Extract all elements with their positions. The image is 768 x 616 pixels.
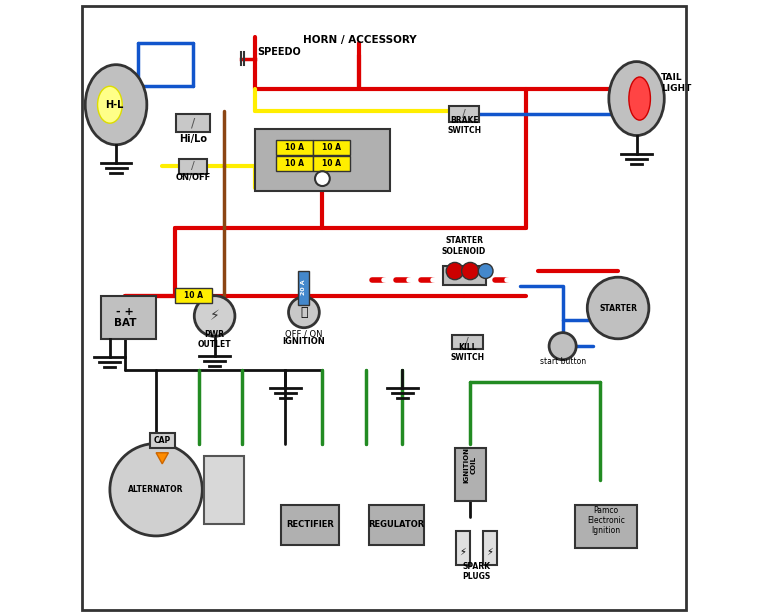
FancyBboxPatch shape [452,335,482,349]
Text: CAP: CAP [154,436,170,445]
Text: Pamco
Electronic
Ignition: Pamco Electronic Ignition [587,506,624,535]
FancyBboxPatch shape [369,505,424,545]
Ellipse shape [98,86,122,123]
Text: PWR
OUTLET: PWR OUTLET [198,330,231,349]
Text: ⚡: ⚡ [210,309,220,323]
Text: - +: - + [117,307,134,317]
Text: start button: start button [540,357,586,366]
Text: /: / [191,161,195,171]
Text: KILL
SWITCH: KILL SWITCH [450,342,484,362]
Text: BRAKE
SWITCH: BRAKE SWITCH [447,116,481,136]
Text: H-L: H-L [105,100,124,110]
FancyBboxPatch shape [455,448,485,500]
Text: 10 A: 10 A [322,144,341,152]
FancyBboxPatch shape [298,271,309,305]
Circle shape [462,262,479,280]
Polygon shape [156,453,168,464]
FancyBboxPatch shape [276,140,313,155]
Circle shape [588,277,649,339]
Text: STARTER
SOLENOID: STARTER SOLENOID [442,237,486,256]
FancyBboxPatch shape [176,114,210,132]
Ellipse shape [85,65,147,145]
Text: TAIL
LIGHT: TAIL LIGHT [661,73,691,93]
Text: BAT: BAT [114,318,137,328]
Text: STARTER: STARTER [599,304,637,312]
Text: 10 A: 10 A [285,159,304,168]
Circle shape [194,296,235,336]
Text: ALTERNATOR: ALTERNATOR [128,485,184,494]
FancyBboxPatch shape [281,505,339,545]
Text: 🔑: 🔑 [300,306,308,319]
Text: HORN / ACCESSORY: HORN / ACCESSORY [303,35,416,45]
Text: IGNITION: IGNITION [283,338,326,346]
Circle shape [110,444,202,536]
FancyBboxPatch shape [174,288,211,303]
Text: OFF / ON: OFF / ON [285,330,323,338]
Ellipse shape [609,62,664,136]
Text: IGNITION
COIL: IGNITION COIL [464,447,477,483]
Text: /: / [191,116,195,130]
Text: RECTIFIER: RECTIFIER [286,521,334,529]
Circle shape [549,333,576,360]
Text: SPARK
PLUGS: SPARK PLUGS [462,562,491,582]
Circle shape [289,297,319,328]
FancyBboxPatch shape [150,433,174,448]
FancyBboxPatch shape [442,266,485,285]
Text: ⚡: ⚡ [459,546,466,556]
Text: 20 A: 20 A [301,280,306,296]
Text: ⚡: ⚡ [486,546,493,556]
Circle shape [478,264,493,278]
FancyBboxPatch shape [101,296,156,339]
Text: SPEEDO: SPEEDO [258,47,302,57]
Text: Hi/Lo: Hi/Lo [179,134,207,144]
Text: REGULATOR: REGULATOR [368,521,425,529]
Ellipse shape [629,77,650,120]
Text: 10 A: 10 A [285,144,304,152]
FancyBboxPatch shape [483,531,497,565]
FancyBboxPatch shape [180,159,207,174]
FancyBboxPatch shape [313,140,350,155]
FancyBboxPatch shape [313,156,350,171]
Text: /: / [465,337,469,347]
FancyBboxPatch shape [575,505,637,548]
Circle shape [446,262,463,280]
FancyBboxPatch shape [204,456,244,524]
FancyBboxPatch shape [276,156,313,171]
Text: 10 A: 10 A [322,159,341,168]
FancyBboxPatch shape [456,531,469,565]
Text: 10 A: 10 A [184,291,203,300]
FancyBboxPatch shape [255,129,390,191]
Text: /: / [462,109,466,119]
Text: ON/OFF: ON/OFF [175,173,210,182]
FancyBboxPatch shape [449,107,479,122]
Circle shape [315,171,329,186]
